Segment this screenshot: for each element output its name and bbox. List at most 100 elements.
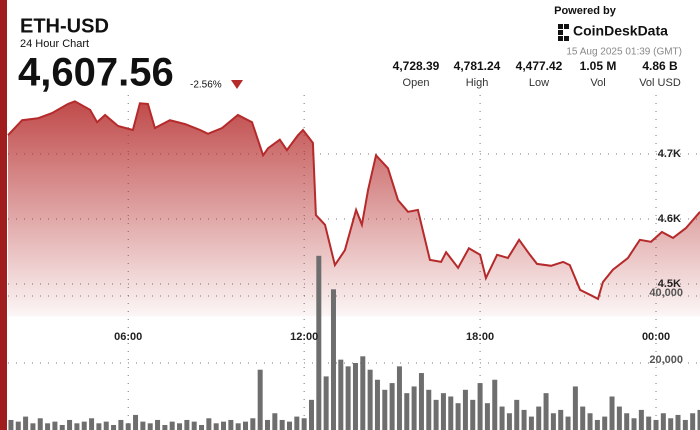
x-tick-label: 06:00 [114, 331, 142, 343]
plot: 06:00 12:00 18:00 00:00 4.5K 4.6K 4.7K 20,000 40… [7, 95, 700, 430]
volume-bar [272, 413, 278, 430]
volume-bar [8, 419, 14, 430]
volume-bar [345, 366, 351, 430]
volume-bar [389, 383, 395, 430]
volume-bar [411, 386, 417, 430]
volume-bar [690, 413, 696, 430]
volume-bar [477, 383, 483, 430]
down-arrow [231, 80, 243, 89]
volume-bar [67, 419, 73, 430]
volume-bar [646, 416, 652, 430]
volume-bar [668, 418, 674, 430]
volume-bar [462, 389, 468, 430]
volume-bar [191, 421, 197, 430]
stats: 4,728.39 Open 4,781.24 High 4,477.42 Low 1.05 … [393, 59, 681, 89]
volume-bar [206, 418, 212, 430]
stat-value: 4,477.42 [516, 59, 563, 73]
stat-value: 4,781.24 [454, 59, 501, 73]
volume-bar [301, 418, 307, 430]
volume-bar [235, 423, 241, 430]
volume-bar [521, 409, 527, 430]
volume-bar [162, 424, 168, 430]
volume-bar [338, 359, 344, 430]
x-tick-label: 12:00 [290, 331, 318, 343]
volume-bar [37, 418, 43, 430]
volume-bar [177, 423, 183, 430]
volume-bar [169, 421, 175, 430]
volume-bar [448, 396, 454, 430]
volume-bar [624, 413, 630, 430]
volume-bar [221, 421, 227, 430]
x-tick-label: 00:00 [642, 331, 670, 343]
volume-bar [492, 379, 498, 430]
volume-bar [682, 419, 688, 430]
volume-bar [638, 409, 644, 430]
volume-bar [308, 399, 314, 430]
volume-bar [697, 409, 700, 430]
volume-bar [294, 416, 300, 430]
volume-bar [536, 406, 542, 430]
volume-bar [74, 423, 80, 430]
volume-bar [96, 423, 102, 430]
stat-label: Vol USD [639, 77, 681, 89]
volume-bar [103, 421, 109, 430]
volume-bar [243, 421, 249, 430]
logo-text: CoinDeskData [573, 23, 668, 39]
volume-bar [382, 389, 388, 430]
change: -2.56% [190, 80, 222, 91]
accent-bar [0, 0, 7, 430]
volume-bar [396, 366, 402, 430]
area-fill [8, 101, 700, 317]
volume-bar [418, 373, 424, 430]
volume-bar [111, 424, 117, 430]
volume-bar [587, 413, 593, 430]
volume-bar [89, 418, 95, 430]
volume-bar [367, 369, 373, 430]
y-tick-label: 40,000 [649, 287, 683, 299]
price-line [7, 100, 700, 301]
volume-bar [279, 419, 285, 430]
volume-bar [550, 413, 556, 430]
x-tick-label: 18:00 [466, 331, 494, 343]
volume-bar [609, 396, 615, 430]
volume-bar [250, 418, 256, 430]
stat-label: Vol [590, 77, 605, 89]
volume-bar [565, 416, 571, 430]
volume-bar [140, 421, 146, 430]
volume-bar [580, 406, 586, 430]
volume-bar [118, 419, 124, 430]
stat-label: Low [529, 77, 549, 89]
volume-bar [506, 413, 512, 430]
y-tick-label: 4.7K [658, 148, 681, 160]
volume-bar [470, 399, 476, 430]
stat-value: 4.86 B [642, 59, 678, 73]
volume-bar [330, 289, 336, 430]
volume-bar [125, 423, 131, 430]
volume-bar [59, 424, 65, 430]
volume-bar [440, 393, 446, 430]
volume-bar [602, 416, 608, 430]
volume-bar [52, 421, 58, 430]
stat-label: Open [403, 77, 430, 89]
powered-by: Powered by [554, 5, 617, 17]
volume-bar [45, 423, 51, 430]
volume-bar [155, 419, 161, 430]
volume-bar [265, 419, 270, 430]
logo-icon [558, 24, 569, 41]
y-tick-label: 20,000 [649, 354, 683, 366]
stat-label: High [466, 77, 489, 89]
y-tick-label: 4.6K [658, 213, 681, 225]
volume-bar [631, 418, 637, 430]
volume-bar [484, 403, 490, 430]
volume-bar [543, 393, 549, 430]
volume-bar [30, 423, 36, 430]
volume-bar [653, 419, 659, 430]
volume-bar [286, 421, 292, 430]
volume-bar [499, 406, 505, 430]
volume-bar [23, 416, 29, 430]
volume-bar [404, 393, 410, 430]
volume-bar [228, 419, 234, 430]
volume-bar [558, 409, 564, 430]
volume-bar [675, 414, 681, 430]
